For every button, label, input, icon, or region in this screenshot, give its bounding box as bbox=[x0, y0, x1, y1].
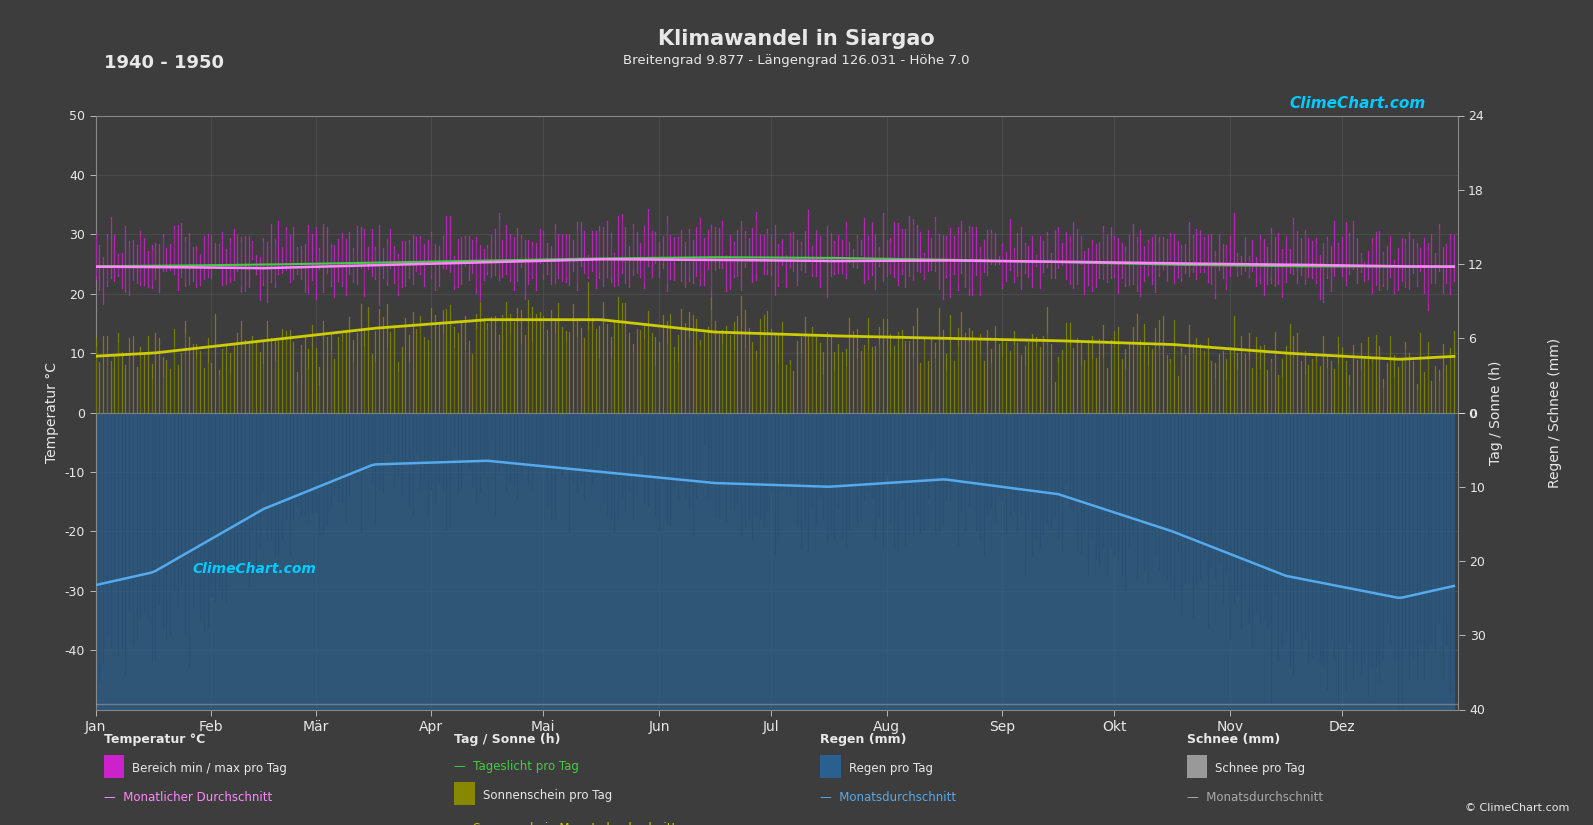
Text: Bereich min / max pro Tag: Bereich min / max pro Tag bbox=[132, 761, 287, 775]
Text: ClimeChart.com: ClimeChart.com bbox=[1289, 96, 1426, 111]
Text: —  Tageslicht pro Tag: — Tageslicht pro Tag bbox=[454, 760, 578, 773]
Text: 1940 - 1950: 1940 - 1950 bbox=[104, 54, 223, 72]
Text: Sonnenschein pro Tag: Sonnenschein pro Tag bbox=[483, 789, 612, 802]
Y-axis label: Tag / Sonne (h): Tag / Sonne (h) bbox=[1489, 361, 1504, 464]
Text: Schnee pro Tag: Schnee pro Tag bbox=[1215, 761, 1306, 775]
Y-axis label: Temperatur °C: Temperatur °C bbox=[45, 362, 59, 463]
Text: Tag / Sonne (h): Tag / Sonne (h) bbox=[454, 733, 561, 746]
Text: Regen (mm): Regen (mm) bbox=[820, 733, 906, 746]
Text: —  Monatlicher Durchschnitt: — Monatlicher Durchschnitt bbox=[104, 791, 272, 804]
Text: ClimeChart.com: ClimeChart.com bbox=[193, 563, 317, 576]
Text: Schnee (mm): Schnee (mm) bbox=[1187, 733, 1281, 746]
Text: —  Monatsdurchschnitt: — Monatsdurchschnitt bbox=[820, 791, 956, 804]
Text: —  Sonnenschein Monatsdurchschnitt: — Sonnenschein Monatsdurchschnitt bbox=[454, 823, 677, 825]
Text: —  Monatsdurchschnitt: — Monatsdurchschnitt bbox=[1187, 791, 1322, 804]
Text: Breitengrad 9.877 - Längengrad 126.031 - Höhe 7.0: Breitengrad 9.877 - Längengrad 126.031 -… bbox=[623, 54, 970, 67]
Text: Temperatur °C: Temperatur °C bbox=[104, 733, 205, 746]
Text: Klimawandel in Siargao: Klimawandel in Siargao bbox=[658, 29, 935, 49]
Y-axis label: Regen / Schnee (mm): Regen / Schnee (mm) bbox=[1548, 337, 1563, 488]
Text: © ClimeChart.com: © ClimeChart.com bbox=[1464, 803, 1569, 813]
Text: Regen pro Tag: Regen pro Tag bbox=[849, 761, 933, 775]
